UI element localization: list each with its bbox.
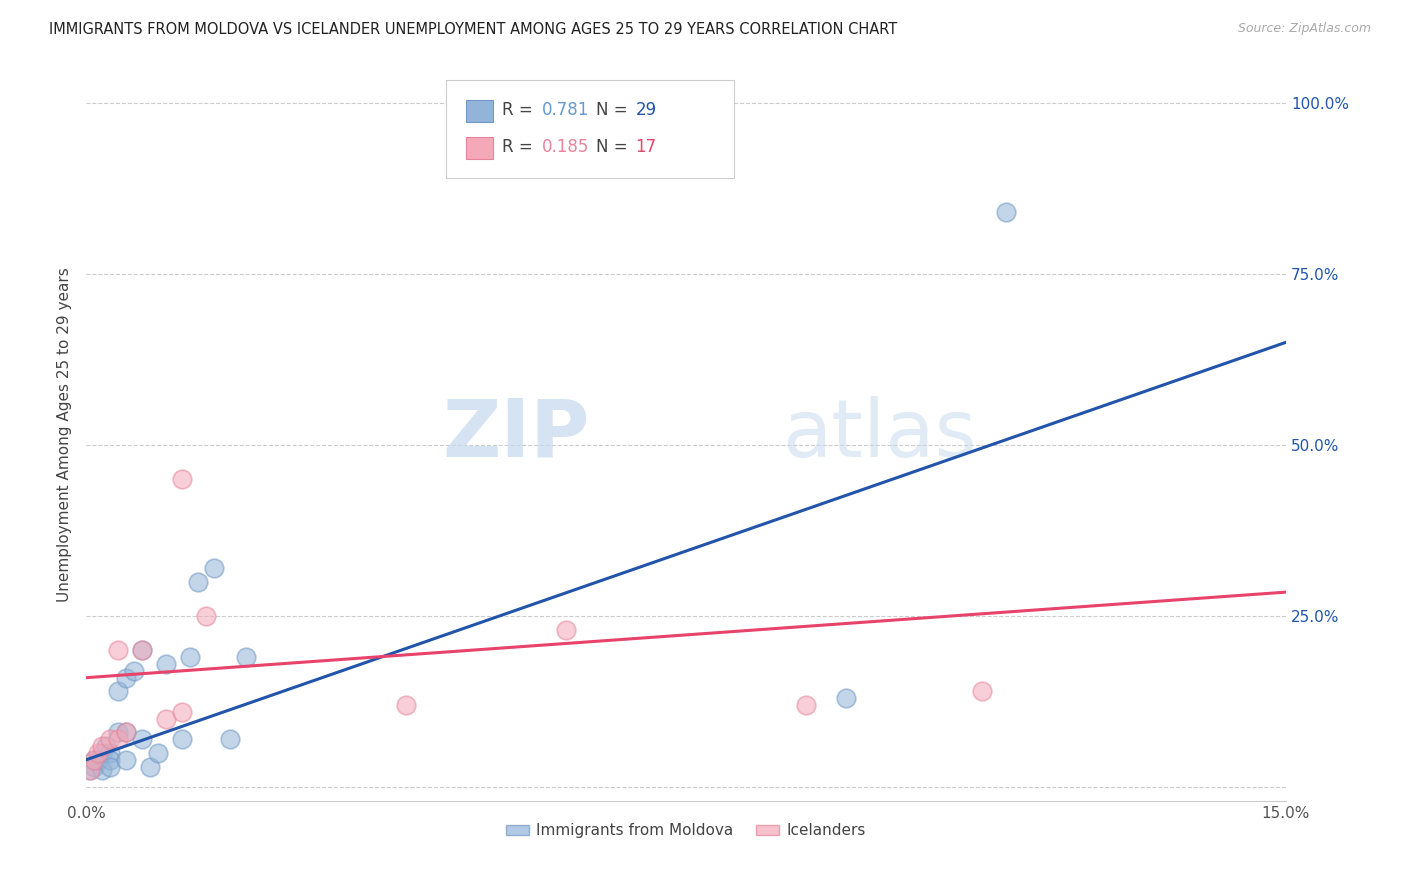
Text: IMMIGRANTS FROM MOLDOVA VS ICELANDER UNEMPLOYMENT AMONG AGES 25 TO 29 YEARS CORR: IMMIGRANTS FROM MOLDOVA VS ICELANDER UNE… <box>49 22 897 37</box>
Text: N =: N = <box>596 138 633 156</box>
Point <box>155 657 177 671</box>
Point <box>98 732 121 747</box>
Text: 17: 17 <box>636 138 657 156</box>
Point <box>107 684 129 698</box>
Point <box>83 753 105 767</box>
Point <box>170 472 193 486</box>
Point <box>187 574 209 589</box>
Point <box>170 732 193 747</box>
Point <box>170 705 193 719</box>
Point <box>131 643 153 657</box>
Text: atlas: atlas <box>782 396 976 474</box>
Text: N =: N = <box>596 102 633 120</box>
Text: R =: R = <box>502 138 538 156</box>
Text: 29: 29 <box>636 102 657 120</box>
Point <box>970 684 993 698</box>
Bar <box>467 100 494 122</box>
Point <box>131 732 153 747</box>
Point <box>115 671 138 685</box>
Point <box>202 561 225 575</box>
Bar <box>467 136 494 159</box>
FancyBboxPatch shape <box>446 79 734 178</box>
Point <box>146 746 169 760</box>
Point <box>794 698 817 712</box>
Point <box>115 725 138 739</box>
Point <box>98 746 121 760</box>
Point <box>139 759 162 773</box>
Point <box>107 732 129 747</box>
Point <box>155 712 177 726</box>
Point <box>87 753 110 767</box>
Point <box>107 643 129 657</box>
Point <box>555 623 578 637</box>
Point <box>83 753 105 767</box>
Text: ZIP: ZIP <box>443 396 591 474</box>
Point <box>98 753 121 767</box>
Legend: Immigrants from Moldova, Icelanders: Immigrants from Moldova, Icelanders <box>499 817 873 845</box>
Point <box>994 205 1017 219</box>
Point <box>395 698 418 712</box>
Point <box>131 643 153 657</box>
Text: 0.185: 0.185 <box>543 138 589 156</box>
Point <box>91 763 114 777</box>
Text: 0.781: 0.781 <box>543 102 589 120</box>
Point <box>87 746 110 760</box>
Point <box>122 664 145 678</box>
Point <box>79 763 101 777</box>
Point <box>83 759 105 773</box>
Point <box>79 763 101 777</box>
Point <box>115 725 138 739</box>
Point <box>107 725 129 739</box>
Point <box>91 746 114 760</box>
Point <box>91 739 114 753</box>
Text: R =: R = <box>502 102 538 120</box>
Point <box>115 753 138 767</box>
Point <box>179 650 201 665</box>
Point <box>195 609 218 624</box>
Y-axis label: Unemployment Among Ages 25 to 29 years: Unemployment Among Ages 25 to 29 years <box>58 268 72 602</box>
Point <box>98 759 121 773</box>
Point <box>219 732 242 747</box>
Point <box>835 691 858 706</box>
Point <box>235 650 257 665</box>
Point <box>94 739 117 753</box>
Text: Source: ZipAtlas.com: Source: ZipAtlas.com <box>1237 22 1371 36</box>
